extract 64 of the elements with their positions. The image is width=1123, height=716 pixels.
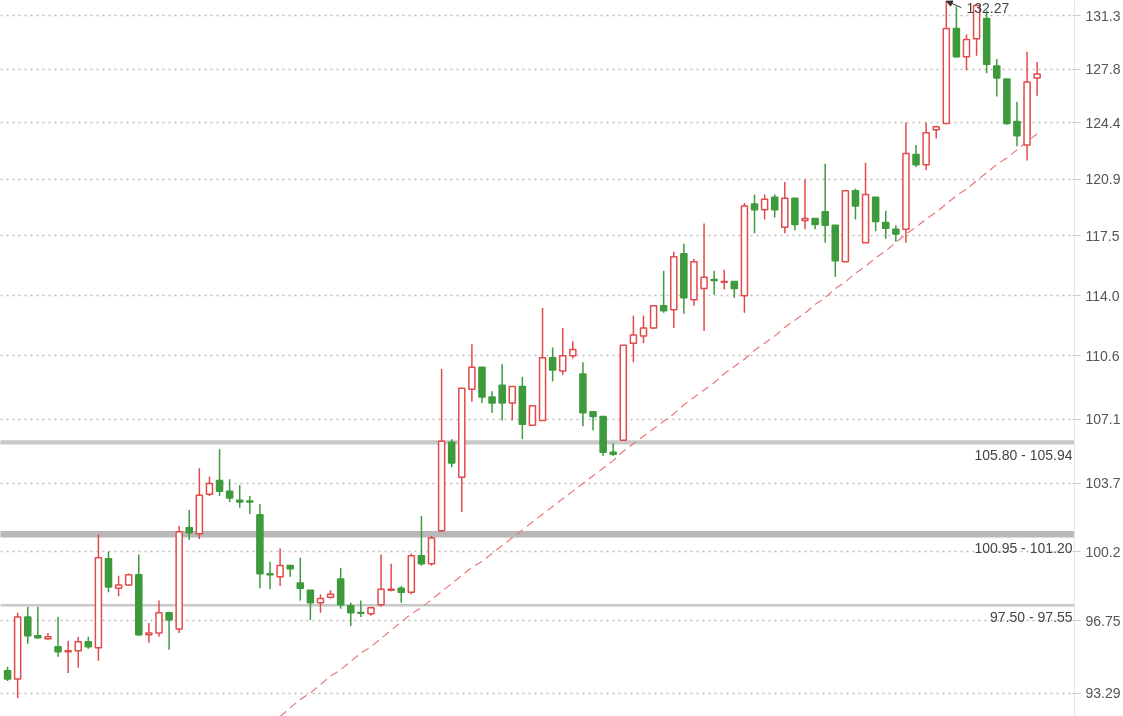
- candlestick: [417, 515, 426, 567]
- candlestick: [145, 622, 153, 644]
- candlestick: [881, 209, 890, 240]
- band-label: 105.80 - 105.94: [974, 446, 1073, 463]
- candlestick: [851, 187, 860, 221]
- candlestick: [74, 636, 82, 669]
- y-tick-label: 127.8: [1085, 61, 1121, 78]
- y-tick-label: 107.1: [1085, 411, 1121, 428]
- y-tick-label: 93.29: [1085, 685, 1121, 702]
- candlestick: [700, 222, 708, 332]
- candlestick: [397, 585, 406, 604]
- candlestick: [225, 478, 234, 503]
- candlestick: [488, 390, 496, 414]
- candlestick: [357, 599, 365, 618]
- y-tick-label: 110.6: [1085, 347, 1120, 364]
- candlestick: [558, 327, 567, 376]
- candlestick: [23, 605, 32, 645]
- candlestick: [235, 484, 244, 509]
- candlestick: [114, 575, 123, 598]
- candlestick: [639, 314, 648, 344]
- candlestick: [447, 438, 456, 469]
- candlestick: [205, 475, 214, 497]
- candlestick: [185, 509, 194, 541]
- y-tick-label: 117.5: [1085, 227, 1120, 244]
- y-tick-label: 103.7: [1085, 475, 1121, 492]
- candlestick: [993, 58, 1001, 98]
- candlestick: [155, 599, 163, 638]
- candlestick: [548, 346, 557, 383]
- candlestick: [821, 163, 829, 244]
- candlestick: [468, 343, 476, 403]
- candlestick: [710, 270, 718, 296]
- candlestick: [64, 640, 72, 674]
- candlestick: [1013, 100, 1021, 147]
- band-label: 100.95 - 101.20: [974, 539, 1073, 556]
- candlestick: [276, 547, 284, 587]
- y-tick-label: 120.9: [1085, 171, 1121, 188]
- candlestick: [962, 33, 971, 71]
- candlestick: [720, 269, 729, 291]
- y-tick-label: 96.75: [1085, 612, 1121, 629]
- y-tick-label: 114.0: [1085, 287, 1120, 304]
- candlestick: [165, 611, 173, 651]
- candlestick: [346, 601, 355, 627]
- candlestick: [659, 270, 668, 314]
- candlestick: [750, 193, 759, 234]
- candlestick: [377, 553, 385, 608]
- candlestick: [215, 448, 224, 497]
- y-tick-label: 131.3: [1085, 7, 1121, 24]
- candlestick: [508, 385, 517, 422]
- candlestick: [801, 178, 809, 231]
- candlestick: [609, 442, 617, 457]
- candlestick: [528, 405, 537, 426]
- band-label: 97.50 - 97.55: [989, 608, 1073, 625]
- candlestick: [34, 605, 42, 640]
- candlestick: [589, 410, 597, 431]
- candlestick: [629, 314, 638, 364]
- candlestick: [246, 495, 254, 515]
- candlestick: [296, 556, 305, 602]
- candlestick: [1033, 61, 1041, 97]
- y-tick-label: 100.2: [1085, 543, 1121, 560]
- candlestick: [266, 560, 274, 591]
- candlestick: [912, 144, 920, 168]
- y-tick-label: 124.4: [1085, 114, 1121, 131]
- candlestick: [498, 363, 506, 422]
- candlestick: [54, 616, 62, 658]
